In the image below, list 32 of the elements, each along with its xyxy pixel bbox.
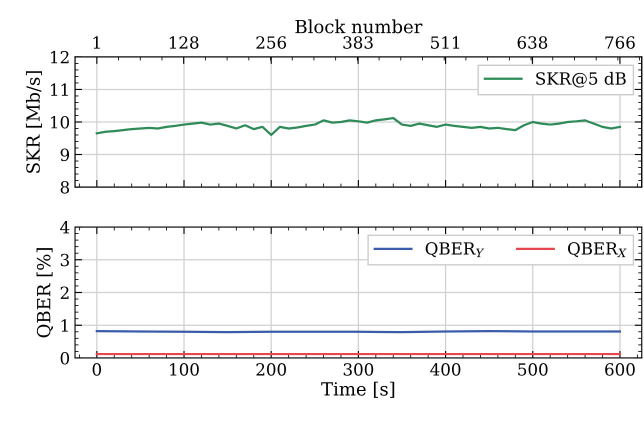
x-tick-label: 100 [170,363,199,376]
y-tick-label: 12 [50,50,69,64]
y-tick-label: 1 [62,319,68,332]
x-tick-label: 500 [518,363,548,376]
x-tick-label: 400 [430,363,460,376]
x-tick-label: 600 [605,363,635,376]
x2-tick-label: 638 [518,36,548,49]
legend-label: QBER$_{Y}$ [426,242,484,258]
x2-tick-label: 383 [343,36,373,49]
y-tick-label: 10 [50,116,70,129]
y-tick-label: 8 [60,181,70,194]
legend-label: SKR@5 dB [536,72,626,88]
line-series [96,116,622,136]
x-tick-label: 200 [256,363,286,376]
x2-tick-label: 128 [170,36,198,49]
legend-label: QBER$_{X}$ [568,242,627,258]
x2-axis-title: Block number [295,19,422,34]
x2-tick-label: 511 [431,36,460,49]
x2-tick-label: 256 [256,36,286,49]
y-tick-label: 0 [60,352,70,365]
x-axis-title: Time [s] [321,382,394,398]
y-tick-label: 3 [60,254,69,266]
y-axis-title: SKR [Mb/s] [26,71,42,173]
x2-tick-label: 1 [94,36,100,49]
x2-tick-label: 766 [605,36,635,49]
y-axis-title: QBER [%] [36,248,54,338]
x-tick-label: 300 [344,363,374,376]
y-tick-label: 11 [50,83,68,96]
y-tick-label: 4 [60,220,70,234]
y-tick-label: 9 [60,148,70,162]
y-tick-label: 2 [60,286,69,299]
x-tick-label: 0 [92,363,102,376]
